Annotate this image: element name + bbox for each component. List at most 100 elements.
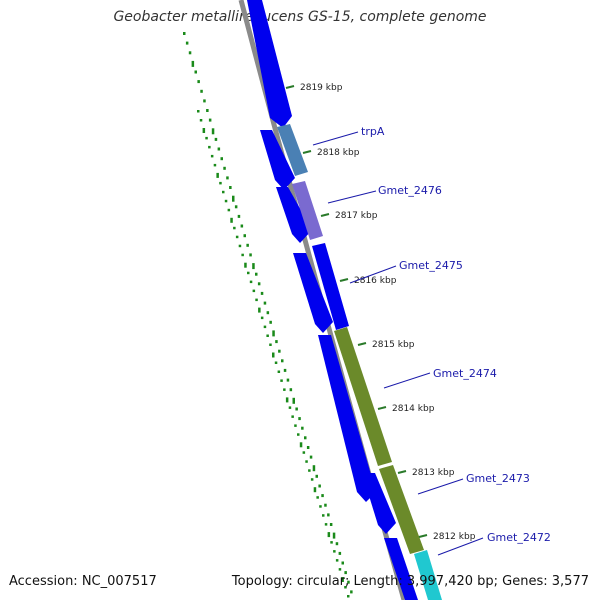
gc-dot [255, 298, 258, 302]
gc-dot [321, 494, 324, 498]
gc-dot [208, 145, 211, 149]
cds-reverse-4[interactable] [293, 253, 333, 333]
gc-dot [338, 551, 342, 555]
gc-dot [229, 186, 232, 189]
gc-dot [260, 291, 264, 295]
gc-dot [269, 343, 272, 346]
gc-dot [269, 320, 272, 324]
tick-label: 2816 kbp [354, 276, 397, 286]
gc-dot [234, 205, 238, 209]
gc-dot [275, 340, 278, 344]
gene-leader-line [349, 265, 397, 284]
gc-dot [208, 118, 212, 122]
gc-dot [224, 199, 228, 203]
gc-dot [203, 99, 206, 103]
gc-dot [308, 469, 311, 472]
gene-label-trpa[interactable]: trpA [361, 125, 385, 138]
gene-label-gmet-2476[interactable]: Gmet_2476 [378, 184, 442, 197]
tick-mark [302, 150, 312, 154]
cds-reverse-7[interactable] [384, 538, 418, 600]
gc-dot [283, 388, 286, 391]
gc-dot [216, 172, 219, 178]
gc-dot [341, 577, 344, 582]
tick-mark [397, 470, 407, 474]
gc-dot [350, 590, 353, 594]
gene-leader-line [417, 478, 464, 495]
gene-label-gmet-2475[interactable]: Gmet_2475 [399, 259, 463, 272]
gene-label-leaders: trpA Gmet_2476 Gmet_2475 Gmet_2474 Gmet_2473… [312, 125, 551, 556]
gc-dot [255, 272, 258, 276]
gc-dot [285, 397, 289, 403]
gc-dot [322, 514, 325, 517]
tick-label: 2815 kbp [372, 340, 415, 350]
gc-dot [292, 397, 295, 404]
gc-dot [297, 433, 300, 436]
cds-reverse-2[interactable] [260, 130, 295, 190]
cds-forward-5[interactable] [379, 465, 424, 554]
gc-dot [344, 571, 347, 575]
gc-dot [257, 282, 261, 286]
gc-content-dots-inner [197, 110, 350, 598]
gc-dot [338, 568, 342, 571]
gc-dot [281, 359, 284, 363]
gc-dot [211, 128, 215, 135]
gc-dot [252, 263, 255, 270]
cds-reverse-5[interactable] [318, 335, 376, 502]
gene-label-gmet-2473[interactable]: Gmet_2473 [466, 472, 530, 485]
gc-dot [233, 226, 236, 230]
gc-dot [301, 426, 304, 430]
gc-dot [206, 109, 209, 112]
gc-dot [244, 262, 247, 268]
gc-dot [274, 361, 278, 364]
gc-dot [263, 325, 267, 329]
cds-forward-4[interactable] [334, 327, 392, 466]
gc-dot [327, 532, 331, 538]
gc-dot [252, 289, 256, 293]
tick-mark [320, 213, 330, 217]
gc-dot [329, 523, 333, 526]
cds-reverse-6[interactable] [362, 473, 396, 534]
gc-dot [347, 595, 350, 598]
accession-text: Accession: NC_007517 [9, 574, 157, 589]
cds-forward-3[interactable] [312, 243, 349, 330]
gc-dot [247, 271, 250, 275]
gc-dot [330, 541, 333, 544]
gc-dot [260, 316, 264, 320]
gc-dot [272, 330, 275, 337]
gc-dot [191, 60, 195, 67]
cds-reverse-3[interactable] [276, 187, 312, 243]
gc-dot [240, 224, 244, 228]
gc-dot [305, 460, 308, 463]
cds-forward-1[interactable] [277, 124, 308, 176]
gc-dot [286, 378, 290, 382]
kbp-ticks: 2819 kbp 2818 kbp 2817 kbp 2816 kbp 2815 kbp… [285, 83, 476, 542]
gc-dot [220, 157, 223, 161]
gc-dot [222, 190, 225, 194]
gene-label-gmet-2474[interactable]: Gmet_2474 [433, 367, 497, 380]
gc-dot [324, 503, 327, 507]
gc-dot [266, 334, 269, 337]
gc-dot [291, 415, 294, 418]
cds-reverse-1[interactable] [247, 0, 292, 128]
gc-dot [304, 436, 307, 440]
cds-forward-2[interactable] [292, 181, 323, 240]
gc-dot [223, 166, 226, 170]
gc-dot [309, 455, 313, 459]
gc-dot [263, 301, 267, 305]
gc-dot [219, 181, 222, 185]
gc-dot [302, 451, 306, 454]
gc-dot [335, 542, 339, 546]
gc-dot [232, 195, 235, 202]
cds-forward-6[interactable] [414, 550, 442, 600]
gc-dot [327, 513, 330, 517]
gc-dot [277, 370, 281, 373]
gc-dot [200, 89, 203, 93]
gc-dot [298, 417, 301, 421]
gc-dot [246, 243, 249, 247]
gene-label-gmet-2472[interactable]: Gmet_2472 [487, 531, 551, 544]
gc-dot [266, 311, 270, 315]
tick-mark [377, 406, 387, 410]
gc-dot [217, 147, 221, 151]
gc-dot [333, 550, 336, 553]
